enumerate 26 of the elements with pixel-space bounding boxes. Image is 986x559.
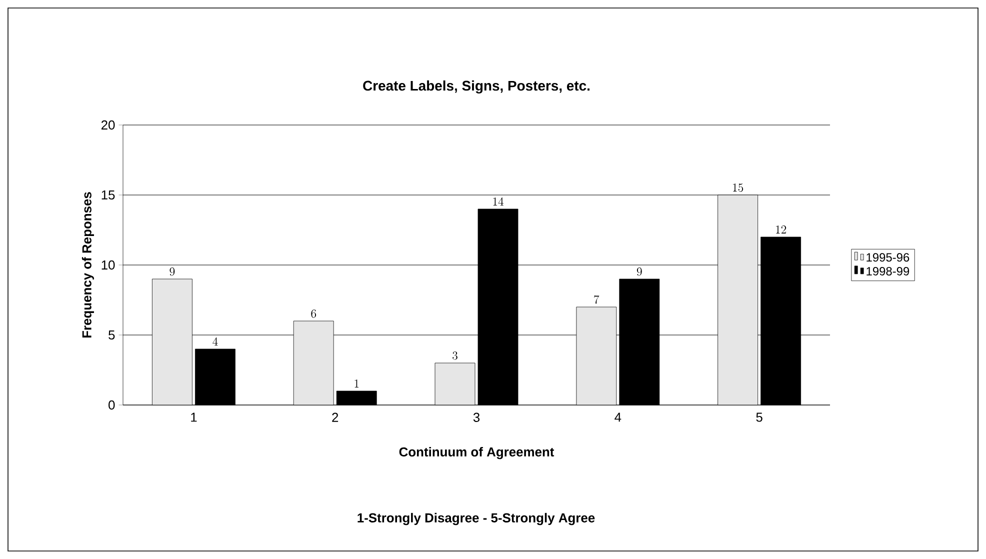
data-label: 15: [733, 184, 744, 192]
data-label: 14: [493, 197, 504, 206]
legend-label: 1998-99: [866, 266, 910, 276]
data-label: 9: [636, 268, 642, 276]
data-label: 6: [311, 310, 316, 318]
x-tick-label: 4: [614, 412, 622, 422]
data-label: 7: [594, 295, 600, 304]
x-axis-title: Continuum of Agreement: [399, 447, 554, 460]
data-label: 1: [354, 380, 359, 388]
y-axis-title: Frequency of Reponses: [82, 192, 94, 338]
x-tick-label: 1: [191, 412, 197, 422]
data-label: 3: [452, 352, 458, 360]
text: 1-Strongly Disagree - 5-Strongly Agree: [358, 512, 595, 526]
x-tick-label: 5: [756, 412, 762, 422]
chart-title: Create Labels, Signs, Posters, etc.: [363, 80, 590, 94]
y-tick-label: 0: [108, 400, 115, 410]
data-label: 12: [776, 226, 786, 234]
data-label: 4: [212, 337, 218, 346]
y-tick-label: 10: [102, 260, 115, 270]
y-tick-label: 20: [101, 120, 115, 130]
y-tick-label: 5: [108, 330, 115, 340]
x-tick-label: 3: [473, 412, 480, 422]
x-tick-label: 2: [332, 412, 338, 422]
data-label: 9: [170, 268, 175, 276]
legend-label: 1995-96: [866, 253, 910, 262]
y-tick-label: 15: [102, 190, 115, 200]
